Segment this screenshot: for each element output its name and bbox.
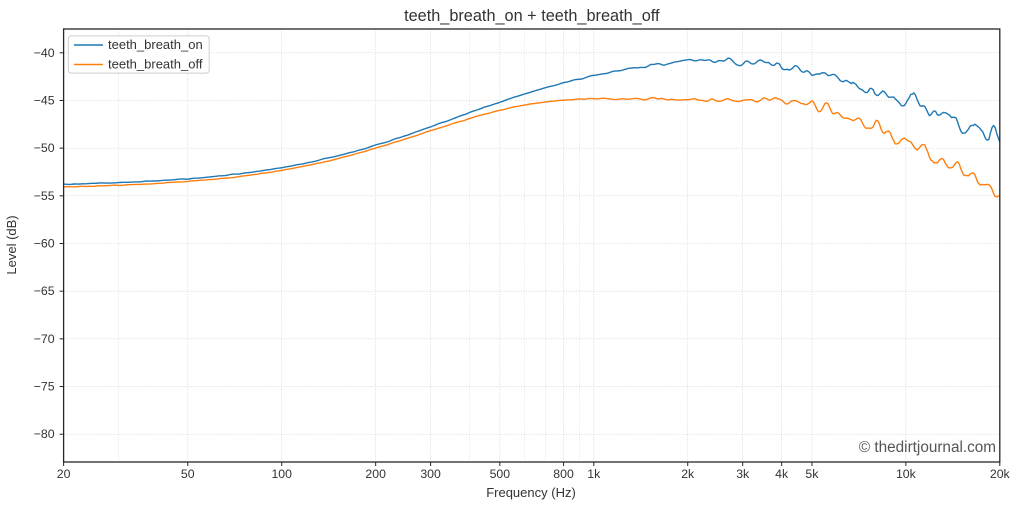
svg-text:−70: −70 bbox=[34, 332, 55, 346]
svg-text:10k: 10k bbox=[896, 467, 917, 481]
svg-text:500: 500 bbox=[490, 467, 511, 481]
svg-text:50: 50 bbox=[181, 467, 195, 481]
svg-text:−55: −55 bbox=[34, 189, 55, 203]
svg-text:3k: 3k bbox=[736, 467, 750, 481]
svg-text:−60: −60 bbox=[34, 237, 55, 251]
svg-text:100: 100 bbox=[271, 467, 292, 481]
svg-text:−50: −50 bbox=[34, 141, 55, 155]
svg-text:teeth_breath_on + teeth_breath: teeth_breath_on + teeth_breath_off bbox=[404, 7, 660, 25]
svg-text:800: 800 bbox=[553, 467, 574, 481]
svg-text:20k: 20k bbox=[990, 467, 1011, 481]
svg-text:20: 20 bbox=[57, 467, 71, 481]
svg-text:5k: 5k bbox=[805, 467, 819, 481]
svg-text:200: 200 bbox=[365, 467, 386, 481]
svg-text:−80: −80 bbox=[34, 427, 55, 441]
svg-text:2k: 2k bbox=[681, 467, 695, 481]
svg-text:teeth_breath_off: teeth_breath_off bbox=[108, 57, 203, 72]
svg-text:© thedirtjournal.com: © thedirtjournal.com bbox=[859, 439, 996, 456]
svg-text:−75: −75 bbox=[34, 380, 55, 394]
svg-text:300: 300 bbox=[420, 467, 441, 481]
svg-text:teeth_breath_on: teeth_breath_on bbox=[108, 37, 203, 52]
svg-text:4k: 4k bbox=[775, 467, 789, 481]
svg-text:−65: −65 bbox=[34, 284, 55, 298]
svg-text:Level (dB): Level (dB) bbox=[4, 215, 19, 274]
svg-text:Frequency (Hz): Frequency (Hz) bbox=[486, 485, 576, 500]
svg-text:−45: −45 bbox=[34, 93, 55, 107]
svg-text:1k: 1k bbox=[587, 467, 601, 481]
svg-text:−40: −40 bbox=[34, 46, 55, 60]
